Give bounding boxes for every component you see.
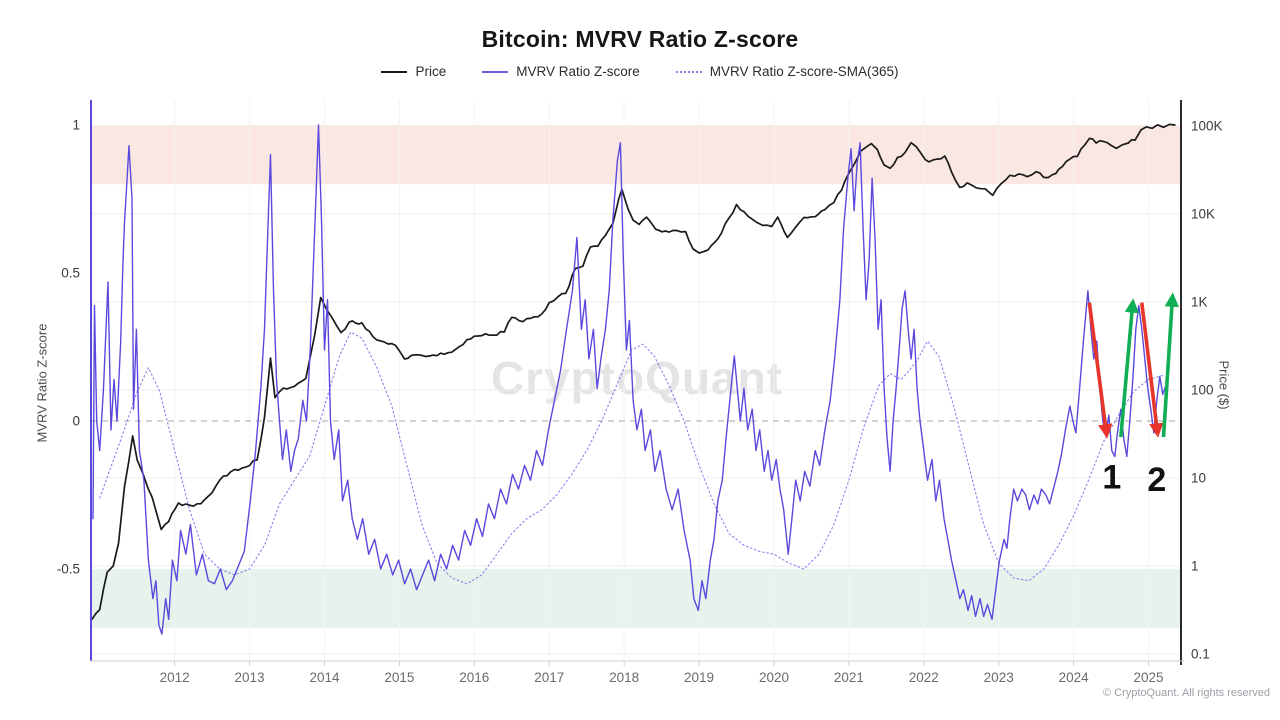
legend-item-sma: MVRV Ratio Z-score-SMA(365) [675, 64, 899, 79]
right-tick-label: 0.1 [1191, 647, 1210, 662]
x-tick-label: 2014 [309, 670, 340, 685]
x-tick-label: 2022 [909, 670, 939, 685]
price-line-swatch-icon [381, 70, 408, 73]
right-tick-label: 10K [1191, 206, 1215, 221]
green-up-arrow [1161, 292, 1180, 438]
right-tick-label: 100 [1191, 382, 1214, 397]
copyright-text: © CryptoQuant. All rights reserved [1102, 687, 1270, 699]
mvrv-line-swatch-icon [482, 70, 509, 73]
left-tick-label: -0.5 [57, 562, 80, 577]
right-tick-label: 100K [1191, 118, 1223, 133]
red-down-arrow [1140, 302, 1164, 438]
red-down-arrow [1087, 302, 1113, 439]
mvrv-ratio-z-score-line [92, 124, 1167, 635]
x-tick-label: 2025 [1134, 670, 1164, 685]
x-tick-label: 2016 [459, 670, 489, 685]
right-axis-title: Price ($) [1216, 360, 1232, 410]
x-tick-label: 2021 [834, 670, 864, 685]
chart-legend: Price MVRV Ratio Z-score MVRV Ratio Z-sc… [0, 64, 1280, 79]
mvrv-ratio-z-score-sma-365--line [99, 331, 1165, 585]
x-tick-label: 2018 [609, 670, 639, 685]
x-tick-label: 2012 [160, 670, 190, 685]
left-tick-label: 0 [72, 414, 80, 429]
x-tick-label: 2024 [1059, 670, 1090, 685]
legend-label: Price [415, 64, 447, 79]
green-up-arrow [1119, 298, 1140, 438]
left-tick-label: 0.5 [61, 266, 80, 281]
annotation-label-1: 1 [1102, 458, 1121, 496]
x-tick-label: 2023 [984, 670, 1014, 685]
right-tick-label: 10 [1191, 470, 1206, 485]
right-tick-label: 1K [1191, 294, 1208, 309]
x-tick-label: 2013 [235, 670, 265, 685]
legend-label: MVRV Ratio Z-score [516, 64, 640, 79]
legend-item-mvrv: MVRV Ratio Z-score [482, 64, 640, 79]
right-tick-label: 1 [1191, 558, 1199, 573]
x-tick-label: 2015 [384, 670, 414, 685]
x-tick-label: 2017 [534, 670, 564, 685]
annotation-label-2: 2 [1147, 461, 1166, 499]
undervalued-band [92, 569, 1180, 629]
x-tick-label: 2020 [759, 670, 789, 685]
price-line [91, 123, 1176, 620]
left-tick-label: 1 [72, 118, 80, 133]
sma-line-swatch-icon [675, 70, 702, 73]
legend-item-price: Price [381, 64, 446, 79]
left-axis-title: MVRV Ratio Z-score [34, 323, 50, 443]
legend-label: MVRV Ratio Z-score-SMA(365) [709, 64, 899, 79]
x-tick-label: 2019 [684, 670, 714, 685]
page-title: Bitcoin: MVRV Ratio Z-score [481, 26, 799, 52]
